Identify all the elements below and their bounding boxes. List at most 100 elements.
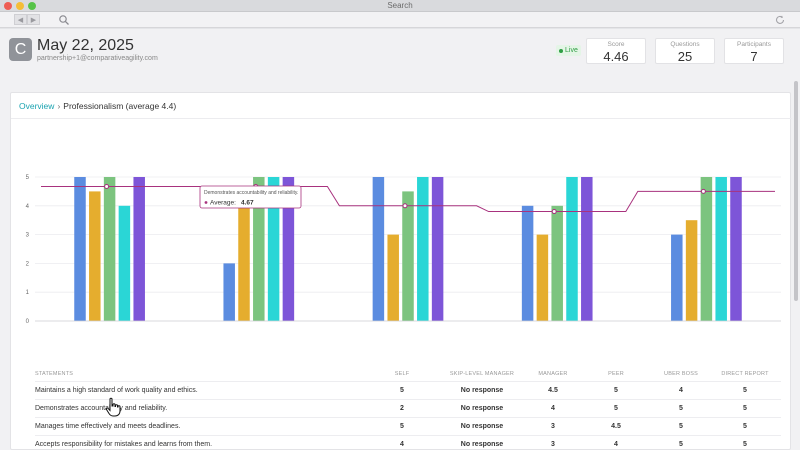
bar-peer bbox=[103, 177, 116, 321]
bar-self bbox=[671, 234, 683, 321]
avatar: C bbox=[9, 38, 32, 61]
browser-toolbar: ◀ ▶ bbox=[0, 12, 800, 28]
table-cell-manager: 4 bbox=[551, 405, 555, 412]
page-title: May 22, 2025 bbox=[37, 37, 134, 54]
table-cell-statement: Maintains a high standard of work qualit… bbox=[35, 387, 198, 394]
chart-tooltip bbox=[199, 185, 302, 209]
table-header: STATEMENTS SELF SKIP-LEVEL MANAGER MANAG… bbox=[35, 368, 781, 381]
stat-value: 7 bbox=[750, 49, 758, 64]
header-peer: PEER bbox=[608, 371, 624, 377]
header-direct-report: DIRECT REPORT bbox=[721, 371, 769, 377]
reload-icon[interactable] bbox=[774, 14, 786, 26]
forward-button[interactable]: ▶ bbox=[27, 14, 40, 25]
live-label: Live bbox=[565, 47, 578, 54]
bar-self bbox=[521, 205, 534, 321]
account-email: partnership+1@comparativeagility.com bbox=[37, 55, 158, 62]
bar-direct-report bbox=[431, 177, 444, 321]
hand-pointer-icon bbox=[105, 397, 121, 417]
bar-manager bbox=[238, 205, 250, 321]
stat-value: 4.46 bbox=[603, 49, 629, 64]
bar-self bbox=[74, 177, 86, 321]
page: C May 22, 2025 partnership+1@comparative… bbox=[0, 29, 800, 450]
close-window-button[interactable] bbox=[4, 2, 12, 10]
table-cell-self: 4 bbox=[400, 441, 404, 448]
bar-self bbox=[372, 177, 385, 321]
table-cell-self: 2 bbox=[400, 405, 404, 412]
table-cell-peer: 4.5 bbox=[611, 423, 621, 430]
live-badge: Live bbox=[556, 45, 581, 56]
table-cell-self: 5 bbox=[400, 423, 404, 430]
table-cell-direct: 5 bbox=[743, 441, 747, 448]
stat-label: Score bbox=[607, 41, 625, 48]
bar-manager bbox=[685, 220, 698, 321]
chevron-left-icon: ◀ bbox=[17, 16, 24, 24]
header-statements: STATEMENTS bbox=[35, 371, 74, 377]
back-button[interactable]: ◀ bbox=[14, 14, 27, 25]
table-cell-peer: 5 bbox=[614, 405, 618, 412]
stat-label: Participants bbox=[737, 41, 771, 48]
y-tick-label: 0 bbox=[26, 319, 30, 323]
bar-peer bbox=[700, 177, 713, 321]
bar-manager bbox=[536, 234, 549, 321]
nav-buttons: ◀ ▶ bbox=[14, 14, 40, 25]
table-cell-uber: 4 bbox=[679, 387, 683, 394]
table-cell-skip: No response bbox=[460, 441, 504, 448]
table-cell-direct: 5 bbox=[743, 387, 747, 394]
table-row: Demonstrates accountability and reliabil… bbox=[35, 399, 781, 417]
y-tick-label: 3 bbox=[26, 233, 30, 239]
statements-table: STATEMENTS SELF SKIP-LEVEL MANAGER MANAG… bbox=[35, 368, 781, 450]
table-cell-peer: 4 bbox=[614, 441, 618, 448]
bar-direct-report bbox=[133, 177, 145, 321]
scrollbar[interactable] bbox=[794, 81, 798, 301]
table-cell-skip: No response bbox=[460, 387, 504, 394]
table-cell-peer: 5 bbox=[614, 387, 618, 394]
divider bbox=[11, 118, 792, 119]
bar-direct-report bbox=[581, 177, 593, 321]
bar-direct-report bbox=[282, 177, 295, 321]
y-tick-label: 1 bbox=[26, 290, 30, 296]
maximize-window-button[interactable] bbox=[28, 2, 36, 10]
bar-peer bbox=[551, 205, 563, 321]
bar-peer bbox=[253, 177, 265, 321]
table-cell-statement: Demonstrates accountability and reliabil… bbox=[35, 405, 168, 412]
breadcrumb-overview-link[interactable]: Overview bbox=[19, 101, 55, 111]
bar-uber-boss bbox=[118, 205, 131, 321]
breadcrumb-current: Professionalism (average 4.4) bbox=[63, 101, 177, 111]
questions-stat: Questions 25 bbox=[655, 38, 715, 64]
table-cell-manager: 3 bbox=[551, 441, 555, 448]
average-point bbox=[104, 184, 110, 190]
breadcrumb: Overview › Professionalism (average 4.4) bbox=[19, 101, 176, 111]
score-stat: Score 4.46 bbox=[586, 38, 646, 64]
tooltip-label: Average: bbox=[210, 200, 236, 207]
bar-manager bbox=[89, 191, 101, 321]
bar-uber-boss bbox=[566, 177, 578, 321]
table-cell-direct: 5 bbox=[743, 423, 747, 430]
bar-uber-boss bbox=[417, 177, 429, 321]
y-tick-label: 5 bbox=[26, 175, 30, 181]
table-cell-skip: No response bbox=[460, 423, 504, 430]
window-titlebar: Search bbox=[0, 0, 800, 12]
table-cell-skip: No response bbox=[460, 405, 504, 412]
average-point bbox=[700, 188, 706, 194]
bar-uber-boss bbox=[715, 177, 727, 321]
breadcrumb-separator: › bbox=[57, 101, 61, 111]
table-cell-uber: 5 bbox=[679, 405, 683, 412]
minimize-window-button[interactable] bbox=[16, 2, 24, 10]
table-cell-manager: 3 bbox=[551, 423, 555, 430]
professionalism-bar-chart: 012345Maintains a high standard of work … bbox=[26, 175, 781, 323]
table-cell-statement: Accepts responsibility for mistakes and … bbox=[35, 441, 213, 448]
search-icon[interactable] bbox=[58, 14, 70, 26]
bar-manager bbox=[387, 234, 399, 321]
chevron-right-icon: ▶ bbox=[30, 16, 37, 24]
stat-label: Questions bbox=[670, 41, 700, 48]
tooltip-marker-icon bbox=[204, 201, 208, 204]
header-skip-level-manager: SKIP-LEVEL MANAGER bbox=[449, 371, 515, 377]
window-controls bbox=[4, 2, 36, 10]
y-tick-label: 4 bbox=[26, 204, 30, 210]
table-cell-direct: 5 bbox=[743, 405, 747, 412]
tooltip-value: 4.67 bbox=[241, 200, 254, 207]
participants-stat: Participants 7 bbox=[724, 38, 784, 64]
live-dot-icon bbox=[559, 48, 563, 53]
table-cell-uber: 5 bbox=[679, 441, 683, 448]
results-card: Overview › Professionalism (average 4.4) 0… bbox=[10, 92, 792, 450]
